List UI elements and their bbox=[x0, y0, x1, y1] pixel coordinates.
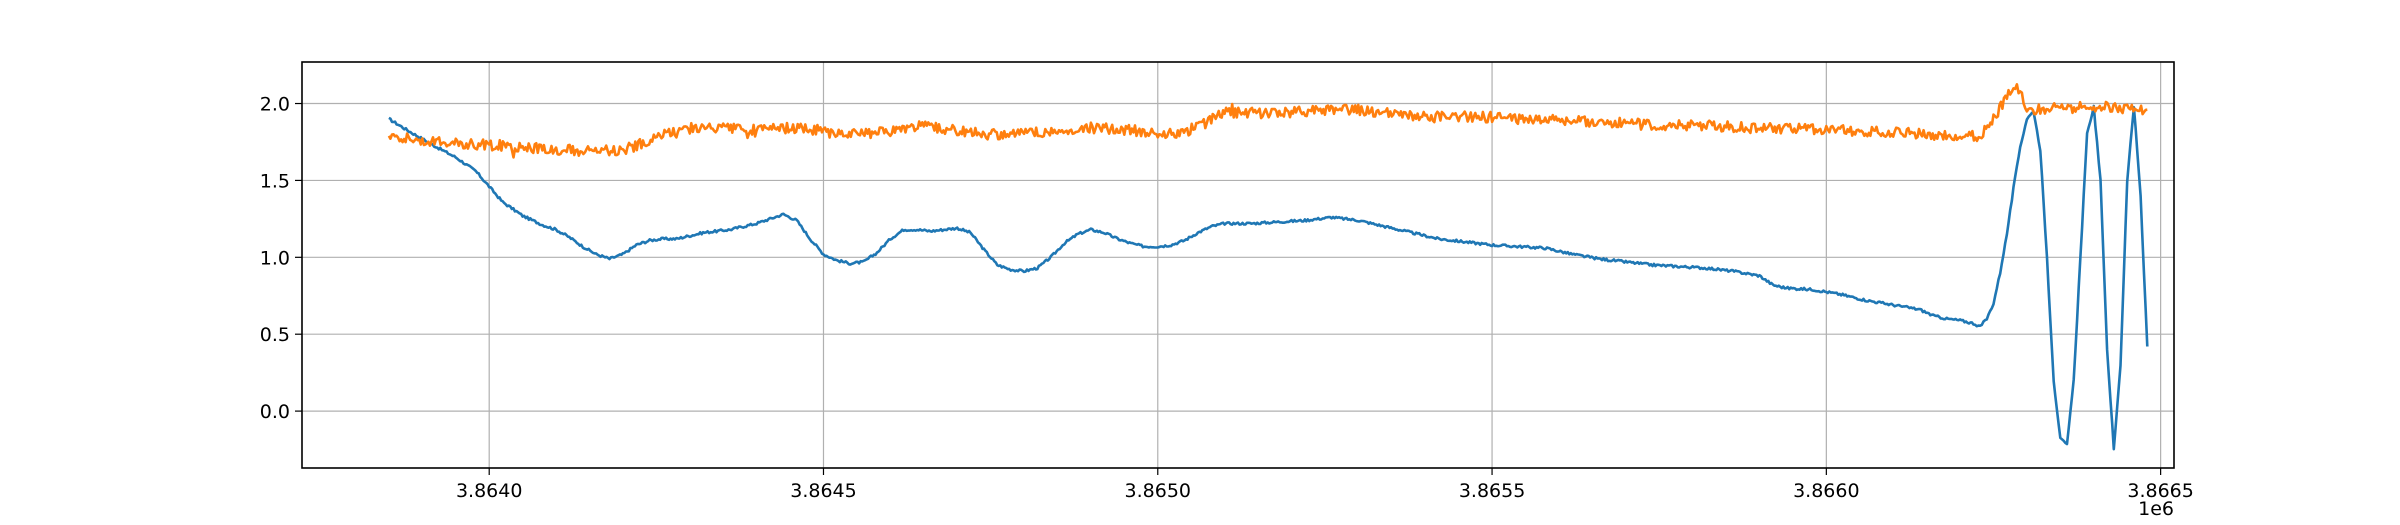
x-tick-label: 3.8645 bbox=[790, 480, 856, 502]
x-axis-offset-label: 1e6 bbox=[2138, 498, 2174, 520]
y-tick-label: 0.5 bbox=[260, 324, 290, 346]
series-line-2 bbox=[387, 83, 2148, 159]
x-tick-label: 3.8660 bbox=[1793, 480, 1859, 502]
y-tick-label: 1.5 bbox=[260, 170, 290, 192]
grid-lines bbox=[302, 62, 2174, 468]
series-layer bbox=[387, 83, 2149, 451]
y-tick-label: 2.0 bbox=[260, 94, 290, 116]
x-tick-label: 3.8665 bbox=[2127, 480, 2193, 502]
y-tick-label: 1.0 bbox=[260, 247, 290, 269]
x-tick-label: 3.8650 bbox=[1125, 480, 1191, 502]
y-axis: 0.0 0.5 1.0 1.5 2.0 bbox=[260, 94, 302, 423]
x-axis: 3.8640 3.8645 3.8650 3.8655 3.8660 3.8665 bbox=[456, 468, 2194, 502]
x-tick-label: 3.8640 bbox=[456, 480, 522, 502]
plot-area-frame bbox=[301, 61, 2175, 469]
y-tick-label: 0.0 bbox=[260, 401, 290, 423]
series-line-1 bbox=[388, 104, 2149, 451]
x-tick-label: 3.8655 bbox=[1459, 480, 1525, 502]
